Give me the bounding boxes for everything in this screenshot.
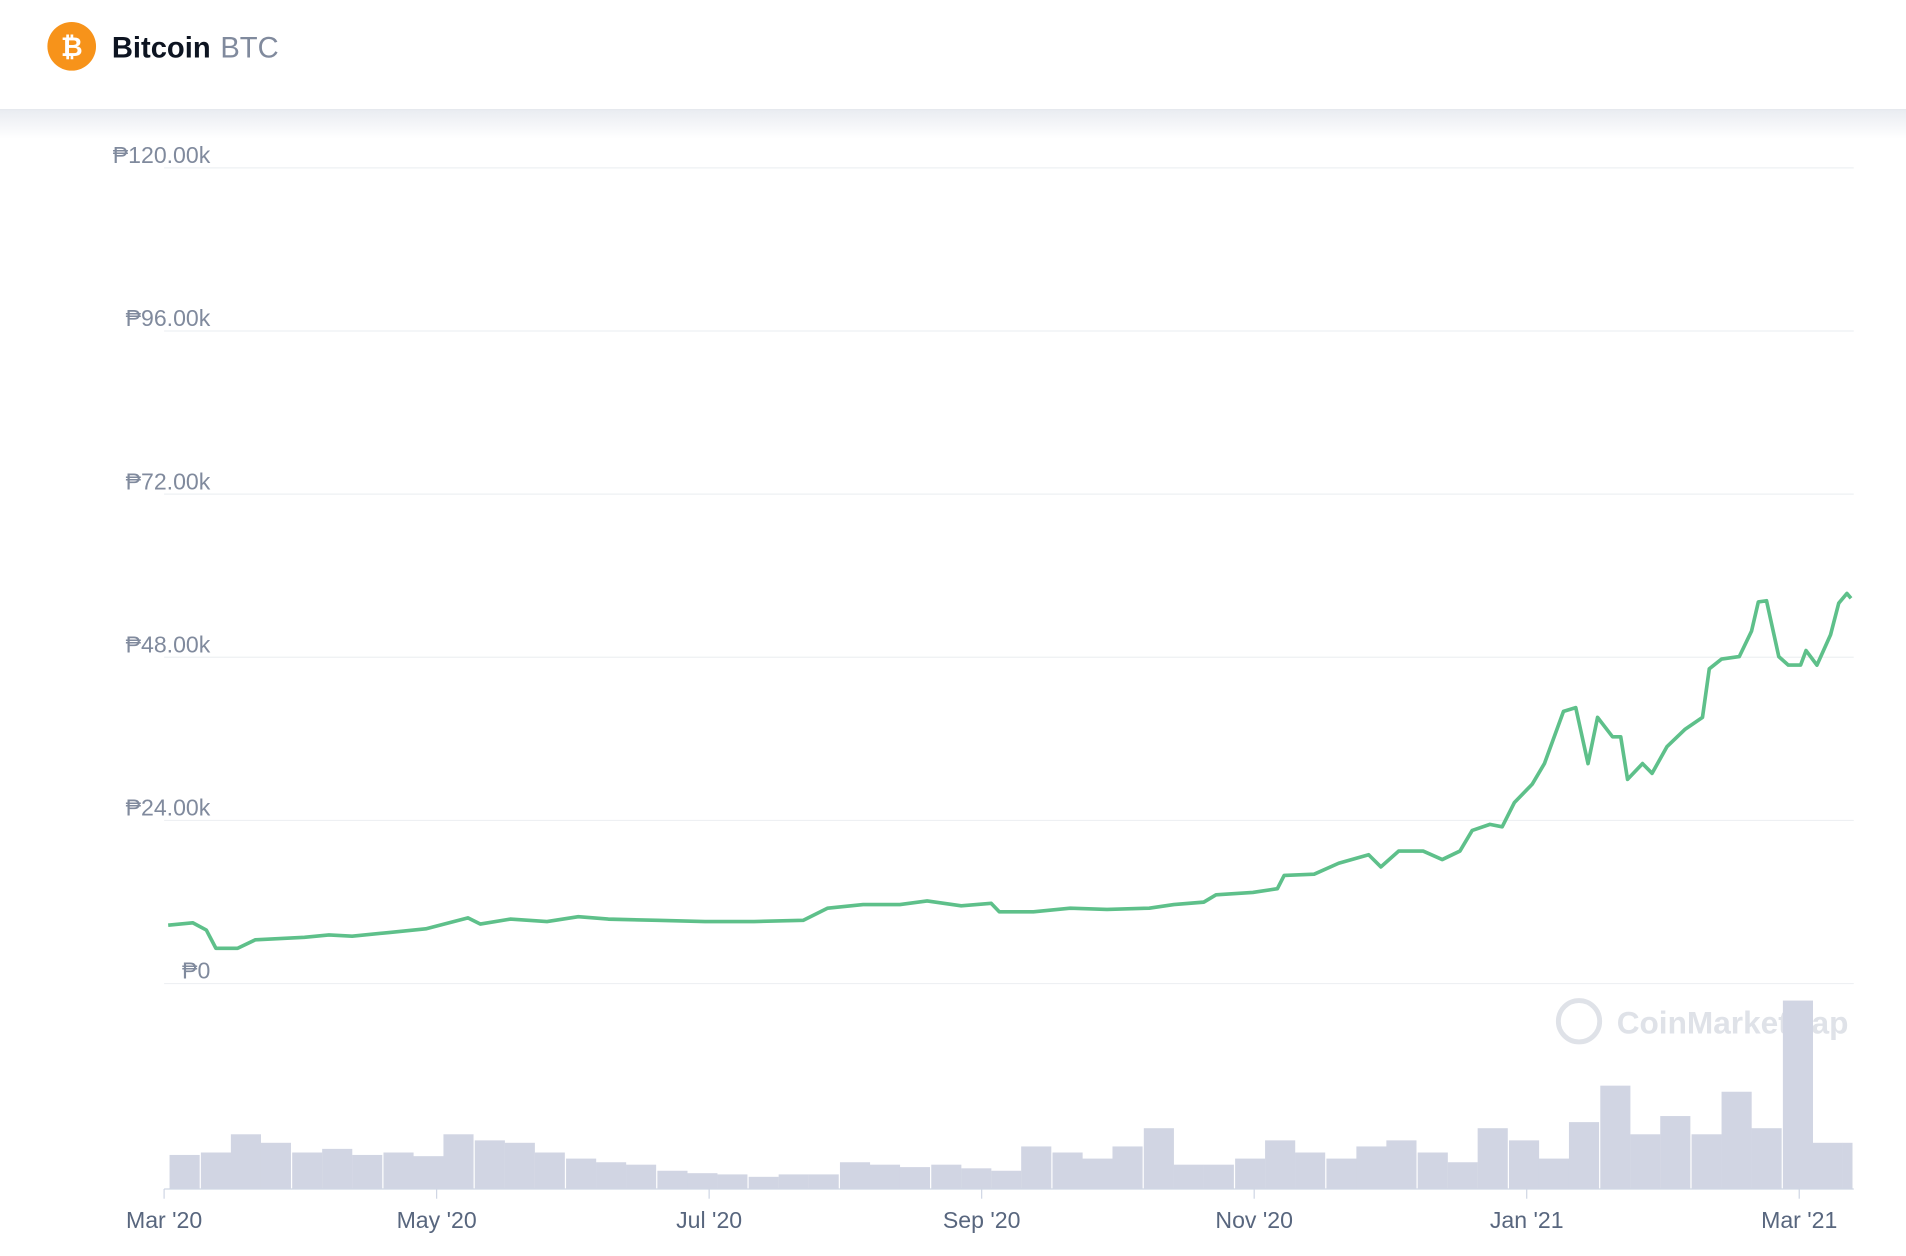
volume-bar <box>1538 1158 1570 1189</box>
watermark: CoinMarketCap <box>1617 1004 1849 1040</box>
x-tick-label: Sep '20 <box>943 1207 1021 1233</box>
price-line <box>168 591 1853 951</box>
volume-bar <box>1173 1164 1204 1189</box>
header <box>0 0 1906 110</box>
volume-bar <box>1356 1146 1387 1189</box>
volume-bar <box>808 1174 839 1189</box>
volume-bar <box>230 1134 261 1189</box>
volume-bar <box>1477 1128 1508 1189</box>
coin-icon <box>47 22 97 71</box>
volume-bar <box>260 1142 291 1189</box>
x-tick-label: Mar '21 <box>1761 1207 1837 1233</box>
volume-bar <box>931 1164 962 1189</box>
y-tick-label: ₱72.00k <box>126 468 211 494</box>
volume-bar <box>1082 1158 1113 1189</box>
x-tick-label: Nov '20 <box>1215 1207 1293 1233</box>
volume-bar <box>1417 1152 1448 1189</box>
plot: CoinMarketCap ₱0 ₱24.00k ₱48.00k ₱72.00k ₱96.… <box>113 142 1854 1233</box>
volume-bar <box>1660 1116 1691 1189</box>
x-tick-label: May '20 <box>397 1207 477 1233</box>
volume-bar <box>778 1174 809 1189</box>
volume-bar <box>566 1158 597 1189</box>
coin-name: Bitcoin <box>112 32 211 64</box>
y-tick-label: ₱24.00k <box>126 795 211 821</box>
volume-bar <box>1721 1091 1752 1189</box>
volume-bar <box>1203 1164 1234 1189</box>
header-shadow <box>0 109 1906 139</box>
volume-bar <box>869 1164 901 1189</box>
volume-bar <box>1021 1146 1052 1189</box>
volume-bar <box>1326 1158 1357 1189</box>
x-tick-label: Jul '20 <box>676 1207 742 1233</box>
volume-bar <box>1112 1146 1143 1189</box>
volume-bar <box>1751 1128 1782 1189</box>
y-tick-label: ₱120.00k <box>113 142 211 168</box>
volume-bar <box>1842 1142 1853 1189</box>
volume-bar <box>1782 1000 1813 1189</box>
volume-bar <box>1386 1140 1417 1189</box>
volume-bar <box>839 1162 871 1189</box>
volume-bar <box>1265 1140 1296 1189</box>
watermark-logo <box>1555 998 1603 1045</box>
coin-symbol: BTC <box>220 32 278 64</box>
volume-bar <box>443 1134 474 1189</box>
y-tick-label: ₱48.00k <box>126 631 211 657</box>
y-tick-label: ₱0 <box>182 958 210 984</box>
volume-bar <box>1508 1140 1540 1189</box>
volume-bar <box>534 1152 565 1189</box>
volume-bar <box>413 1156 444 1189</box>
volume-bar <box>717 1174 748 1189</box>
volume-bar <box>169 1154 200 1189</box>
y-tick-label: ₱96.00k <box>126 305 211 331</box>
volume-bar <box>899 1167 931 1189</box>
volume-bar <box>322 1148 353 1189</box>
x-tick-label: Jan '21 <box>1490 1207 1564 1233</box>
volume-bar <box>474 1140 505 1189</box>
volume-bar <box>657 1170 688 1189</box>
volume-bar <box>1295 1152 1326 1189</box>
volume-bar <box>1052 1152 1083 1189</box>
volume-bar <box>1568 1122 1600 1189</box>
volume-bar <box>1143 1128 1174 1189</box>
volume-bar <box>991 1170 1022 1189</box>
volume-bar <box>1630 1134 1661 1189</box>
volume-bar <box>383 1152 414 1189</box>
volume-bar <box>352 1154 383 1189</box>
volume-bar <box>626 1164 657 1189</box>
volume-bar <box>961 1168 992 1189</box>
volume-bar <box>1691 1134 1722 1189</box>
volume-bar <box>687 1173 718 1189</box>
volume-bar <box>200 1152 232 1189</box>
volume-bar <box>1447 1162 1478 1189</box>
volume-bar <box>748 1176 779 1189</box>
volume-bar <box>1812 1142 1843 1189</box>
volume-bar <box>1600 1085 1631 1189</box>
volume-bar <box>1235 1158 1266 1189</box>
coin-icon-glyph: ₿ <box>61 32 83 62</box>
volume-bar <box>504 1142 535 1189</box>
volume-bar <box>596 1162 627 1189</box>
x-tick-label: Mar '20 <box>126 1207 202 1233</box>
volume-bar <box>292 1152 323 1189</box>
